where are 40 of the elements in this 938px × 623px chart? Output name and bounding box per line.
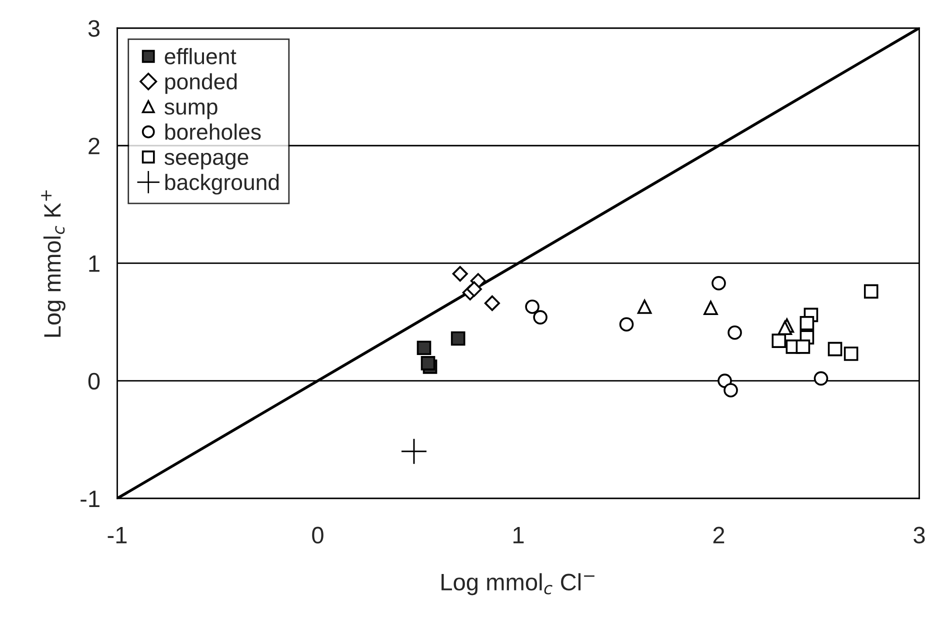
point [525,300,540,314]
y-tick-label: 1 [89,256,100,272]
point [814,371,828,386]
x-tick-label: 2 [713,526,724,544]
y-tick-label: -1 [80,490,100,507]
point [828,342,842,356]
point [724,383,738,398]
point [466,281,482,297]
x-tick-label: 3 [914,526,925,544]
point [619,317,634,332]
point [712,276,726,290]
point [450,331,466,346]
point [800,316,814,330]
legend-label: ponded [165,73,237,94]
point [416,340,432,356]
point [420,356,436,370]
point [772,334,786,348]
legend-label: boreholes [165,124,261,140]
x-tick-label: 1 [513,527,524,544]
point [637,300,652,314]
point [844,346,858,361]
point [452,266,468,282]
point [533,310,548,324]
point [401,438,426,464]
y-tick-label: 2 [88,138,100,154]
legend-label: sump [164,102,218,120]
point [704,300,718,316]
point [484,295,500,311]
y-axis-title: Log mmol$_{c}$ K$^{+}$ [41,190,66,337]
point [796,340,810,354]
x-tick-label: -1 [108,527,127,544]
x-tick-label: 0 [312,526,324,544]
x-axis-title: Log mmol$_{c}$ Cl$^{−}$ [442,573,594,596]
point [864,284,878,299]
point [728,325,742,340]
legend-label: effluent [164,48,236,64]
legend-label: background [165,174,279,195]
y-tick-label: 0 [88,372,100,390]
y-tick-label: 3 [88,20,100,37]
legend-label: seepage [164,152,248,170]
